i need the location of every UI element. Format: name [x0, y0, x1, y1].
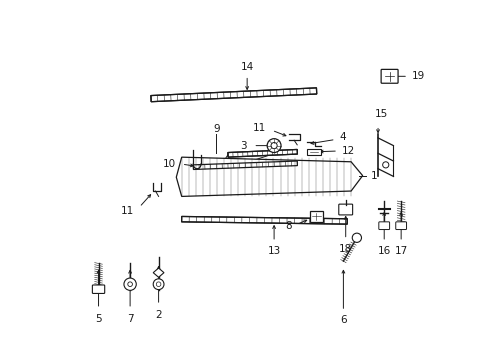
- Text: 8: 8: [285, 221, 291, 231]
- Bar: [306, 149, 321, 155]
- Text: 4: 4: [339, 132, 346, 142]
- Text: 9: 9: [213, 125, 219, 134]
- Text: 11: 11: [121, 206, 134, 216]
- Text: 17: 17: [394, 247, 407, 256]
- Text: 5: 5: [95, 314, 102, 324]
- Polygon shape: [193, 161, 297, 170]
- Text: 3: 3: [240, 141, 246, 150]
- Text: 12: 12: [341, 146, 354, 156]
- FancyBboxPatch shape: [338, 204, 352, 215]
- Circle shape: [123, 278, 136, 291]
- Polygon shape: [176, 157, 362, 197]
- Polygon shape: [151, 88, 316, 102]
- Circle shape: [153, 279, 163, 289]
- Polygon shape: [227, 149, 297, 157]
- Text: 6: 6: [339, 315, 346, 325]
- Text: 2: 2: [155, 310, 162, 320]
- Text: 18: 18: [338, 244, 352, 254]
- Text: 14: 14: [240, 62, 253, 72]
- Polygon shape: [181, 216, 346, 224]
- Circle shape: [351, 233, 361, 242]
- Text: 11: 11: [253, 123, 266, 133]
- FancyBboxPatch shape: [378, 222, 389, 230]
- Text: 15: 15: [374, 109, 388, 119]
- Polygon shape: [153, 268, 163, 277]
- Text: 7: 7: [126, 314, 133, 324]
- Text: 13: 13: [267, 247, 280, 256]
- FancyBboxPatch shape: [380, 69, 397, 83]
- Text: 1: 1: [369, 171, 376, 181]
- Circle shape: [266, 139, 281, 153]
- Text: 10: 10: [163, 159, 176, 169]
- Text: 19: 19: [411, 71, 424, 81]
- Text: 16: 16: [377, 247, 390, 256]
- FancyBboxPatch shape: [395, 222, 406, 230]
- FancyBboxPatch shape: [310, 211, 322, 222]
- FancyBboxPatch shape: [92, 285, 104, 293]
